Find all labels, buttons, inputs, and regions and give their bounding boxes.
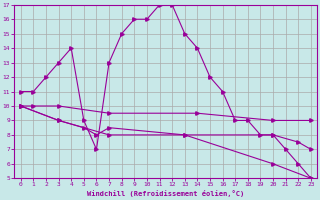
X-axis label: Windchill (Refroidissement éolien,°C): Windchill (Refroidissement éolien,°C) [87, 190, 244, 197]
